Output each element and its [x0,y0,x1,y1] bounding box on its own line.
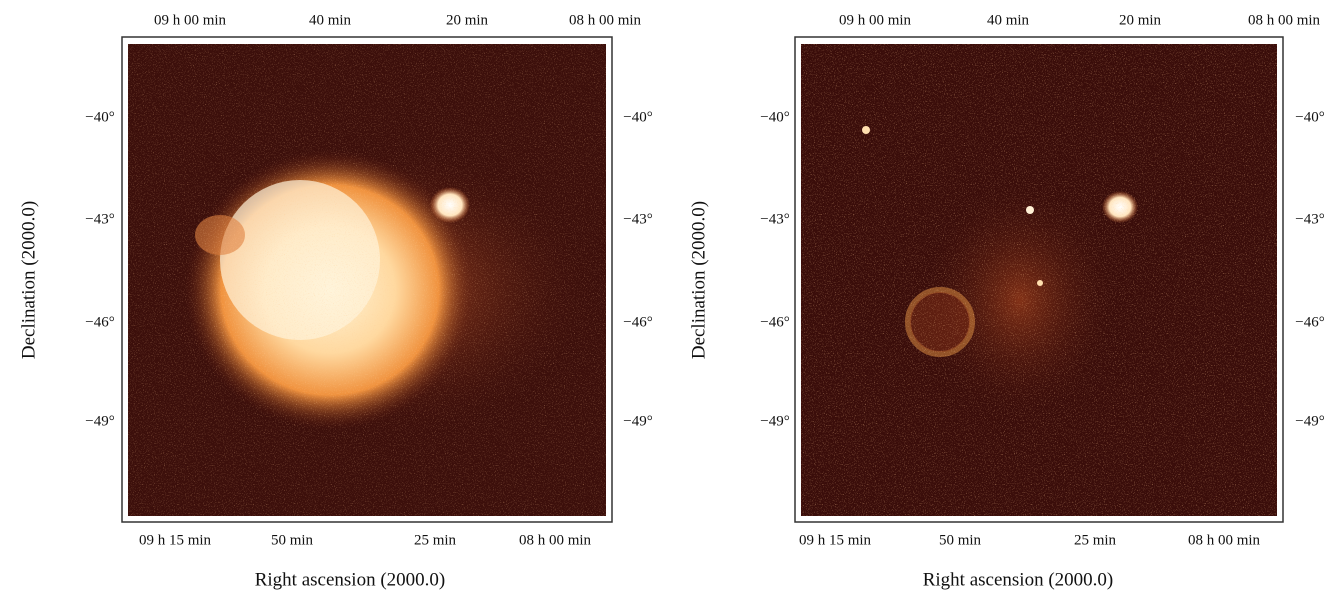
left-tick-label: −49° [85,413,114,429]
x-axis-label: Right ascension (2000.0) [923,569,1114,590]
bottom-tick-label: 09 h 15 min [799,532,872,548]
top-tick-label: 40 min [987,12,1030,28]
left-tick-label: −46° [85,314,114,330]
bottom-tick-label: 08 h 00 min [519,532,592,548]
top-tick-label: 09 h 00 min [154,12,227,28]
x-axis-label: Right ascension (2000.0) [255,569,446,590]
right-tick-label: −43° [623,211,652,227]
bottom-tick-label: 50 min [939,532,982,548]
top-tick-label: 20 min [446,12,489,28]
top-tick-label: 09 h 00 min [839,12,912,28]
bottom-tick-label: 25 min [414,532,457,548]
right-tick-label: −43° [1295,211,1324,227]
top-tick-label: 08 h 00 min [1248,12,1321,28]
bottom-tick-label: 25 min [1074,532,1117,548]
bottom-tick-label: 08 h 00 min [1188,532,1261,548]
bottom-tick-label: 09 h 15 min [139,532,212,548]
xray-image-left [122,37,612,522]
right-tick-label: −40° [623,109,652,125]
left-tick-label: −49° [760,413,789,429]
left-tick-label: −46° [760,314,789,330]
y-axis-label: Declination (2000.0) [18,201,39,359]
left-tick-label: −40° [85,109,114,125]
right-tick-label: −49° [1295,413,1324,429]
y-axis-label: Declination (2000.0) [688,201,709,359]
xray-image-right [795,37,1283,522]
left-tick-label: −43° [760,211,789,227]
left-tick-label: −43° [85,211,114,227]
right-tick-label: −40° [1295,109,1324,125]
right-tick-label: −46° [1295,314,1324,330]
top-tick-label: 08 h 00 min [569,12,642,28]
right-tick-label: −49° [623,413,652,429]
top-tick-label: 20 min [1119,12,1162,28]
right-tick-label: −46° [623,314,652,330]
bottom-tick-label: 50 min [271,532,314,548]
top-tick-label: 40 min [309,12,352,28]
figure: 09 h 00 min 40 min 20 min 08 h 00 min 09 h 1… [0,0,1337,593]
left-tick-label: −40° [760,109,789,125]
